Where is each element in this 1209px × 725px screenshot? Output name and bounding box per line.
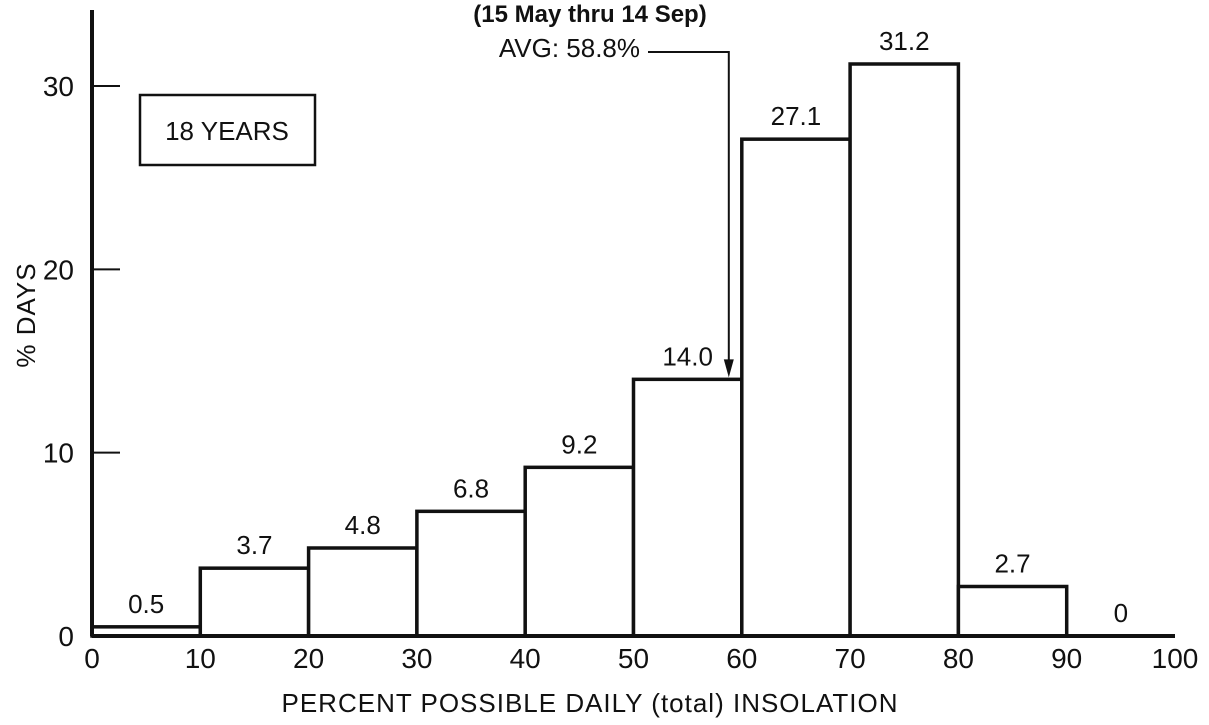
x-tick-label-90: 90 [1051,643,1082,674]
bars-group [90,62,1069,638]
x-axis-label: PERCENT POSSIBLE DAILY (total) INSOLATIO… [281,688,898,718]
x-tick-label-30: 30 [401,643,432,674]
data-label-30-40: 6.8 [453,473,489,503]
x-tick-label-40: 40 [510,643,541,674]
data-label-70-80: 31.2 [879,26,930,56]
data-labels-group: 0.5 3.7 4.8 6.8 9.2 14.0 27.1 31.2 2.7 0 [128,26,1128,628]
axes-group: 0 10 20 30 40 50 60 70 80 90 100 0 10 20 30 [43,10,1199,674]
y-tick-label-10: 10 [43,438,74,469]
avg-label: AVG: 58.8% [499,33,640,63]
data-label-80-90: 2.7 [994,549,1030,579]
y-tick-label-20: 20 [43,254,74,285]
x-tick-label-60: 60 [726,643,757,674]
avg-arrow-line [648,51,730,362]
bar-60-70 [740,137,852,638]
x-tick-label-80: 80 [943,643,974,674]
data-label-0-10: 0.5 [128,589,164,619]
bar-40-50 [523,465,636,638]
x-tick-label-10: 10 [185,643,216,674]
legend-box: 18 YEARS [138,93,317,167]
avg-annotation: AVG: 58.8% [499,33,734,378]
bar-80-90 [956,584,1069,638]
x-tick-label-100: 100 [1152,643,1199,674]
data-label-10-20: 3.7 [236,530,272,560]
data-label-90-100: 0 [1114,598,1128,628]
bar-70-80 [848,62,961,638]
data-label-50-60: 14.0 [662,341,713,371]
x-tick-label-70: 70 [835,643,866,674]
y-tick-label-0: 0 [58,621,74,652]
avg-arrow-head [723,359,734,378]
y-tick-label-30: 30 [43,71,74,102]
data-label-40-50: 9.2 [561,429,597,459]
x-tick-label-0: 0 [84,643,100,674]
data-label-60-70: 27.1 [771,101,822,131]
legend-box-frame [138,93,317,167]
bar-20-30 [306,546,419,638]
y-axis-label: % DAYS [11,262,41,367]
bar-10-20 [198,566,311,638]
bar-50-60 [631,377,744,638]
x-tick-label-50: 50 [618,643,649,674]
x-tick-label-20: 20 [293,643,324,674]
legend-box-label: 18 YEARS [165,116,289,146]
bar-30-40 [415,509,527,638]
chart-subtitle: (15 May thru 14 Sep) [473,1,706,28]
data-label-20-30: 4.8 [345,510,381,540]
